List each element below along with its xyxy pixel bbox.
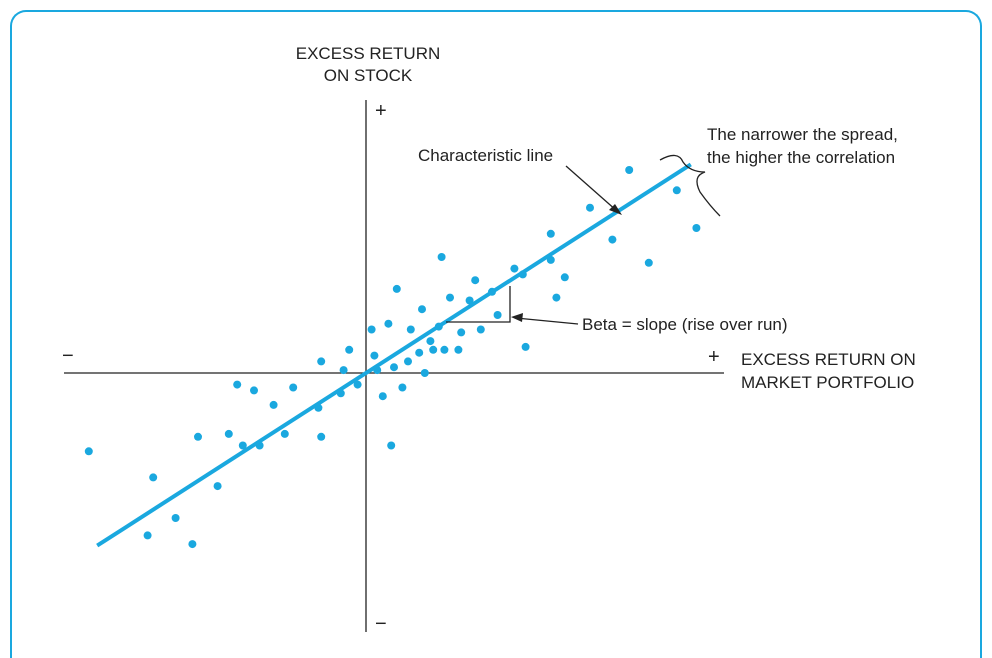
data-point	[560, 273, 569, 282]
data-point	[194, 432, 202, 441]
characteristic-line-arrowhead	[609, 204, 622, 215]
data-point	[426, 337, 435, 346]
data-point	[446, 293, 454, 302]
beta-pointer	[515, 317, 579, 325]
data-point	[289, 383, 298, 392]
data-point	[521, 342, 530, 351]
data-point	[457, 328, 466, 337]
y-axis-title-line2: ON STOCK	[324, 66, 413, 85]
characteristic-line-pointer	[565, 165, 618, 212]
data-point	[353, 380, 362, 389]
beta-arrowhead	[511, 313, 523, 322]
data-point	[213, 482, 222, 491]
data-point	[420, 369, 429, 377]
data-point	[546, 229, 555, 238]
data-point	[238, 441, 247, 450]
data-point	[692, 224, 701, 232]
data-point	[384, 319, 393, 328]
x-axis-title-line2: MARKET PORTFOLIO	[741, 373, 914, 392]
data-point	[84, 447, 93, 456]
data-point	[390, 363, 398, 372]
data-point	[404, 357, 412, 366]
characteristic-line	[96, 162, 692, 548]
data-point	[471, 276, 480, 285]
data-point	[493, 311, 502, 319]
data-point	[317, 357, 326, 366]
data-point	[188, 540, 197, 549]
data-point	[437, 253, 446, 261]
x-axis-plus-sign: +	[708, 346, 720, 368]
data-point	[224, 429, 233, 438]
data-point	[392, 284, 401, 293]
data-point	[586, 203, 594, 212]
x-axis-minus-sign: −	[62, 345, 74, 367]
data-point	[378, 392, 387, 401]
beta-label: Beta = slope (rise over run)	[582, 315, 788, 334]
data-point	[233, 380, 242, 389]
data-point	[171, 514, 180, 522]
spread-label-line1: The narrower the spread,	[707, 125, 898, 144]
data-point	[418, 305, 426, 314]
data-point	[370, 351, 379, 360]
data-point	[387, 441, 396, 450]
data-point	[454, 345, 463, 354]
x-axis-title-line1: EXCESS RETURN ON	[741, 350, 916, 369]
data-point	[510, 264, 519, 273]
data-points	[84, 166, 701, 549]
data-point	[367, 325, 376, 334]
data-point	[415, 348, 424, 357]
data-point	[339, 366, 348, 375]
data-point	[143, 531, 152, 540]
spread-brace	[659, 154, 721, 217]
data-point	[345, 345, 354, 354]
data-point	[608, 235, 617, 244]
data-point	[429, 345, 438, 354]
data-point	[269, 400, 278, 409]
data-point	[317, 432, 326, 441]
data-point	[465, 296, 474, 305]
data-point	[398, 383, 407, 392]
spread-label-line2: the higher the correlation	[707, 148, 895, 167]
data-point	[644, 258, 653, 267]
data-point	[149, 473, 158, 482]
data-point	[552, 293, 561, 302]
data-point	[280, 429, 289, 438]
figure-frame	[10, 10, 982, 658]
data-point	[625, 166, 634, 174]
data-point	[476, 325, 485, 334]
slope-triangle	[446, 286, 511, 323]
data-point	[406, 325, 415, 334]
characteristic-line-label: Characteristic line	[418, 146, 553, 165]
y-axis-minus-sign: −	[375, 613, 387, 635]
y-axis-title-line1: EXCESS RETURN	[296, 44, 441, 63]
data-point	[440, 345, 449, 354]
data-point	[672, 186, 681, 195]
data-point	[250, 386, 258, 395]
y-axis-plus-sign: +	[375, 100, 387, 122]
